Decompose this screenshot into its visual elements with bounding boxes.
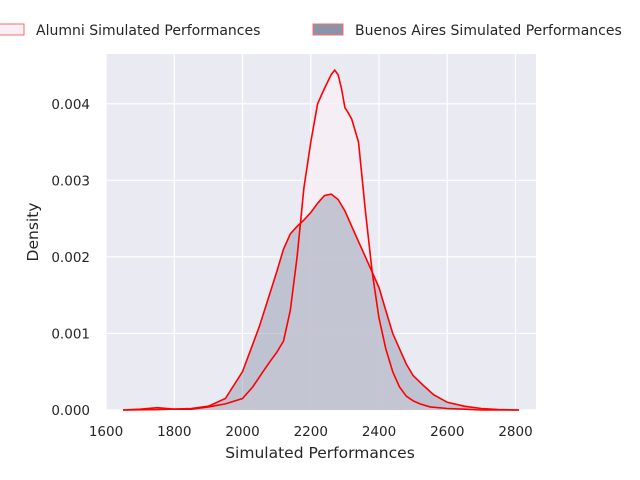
legend-swatch-buenos-aires (312, 23, 344, 36)
density-area-alumni (123, 70, 519, 410)
x-tick-label-4: 2400 (362, 424, 396, 440)
y-tick-label-3: 0.003 (51, 173, 90, 189)
y-tick-label-4: 0.004 (51, 97, 90, 113)
x-axis-title: Simulated Performances (225, 444, 415, 462)
y-tick-label-0: 0.000 (51, 403, 90, 419)
y-axis-ticks: 0.000 0.001 0.002 0.003 0.004 (51, 97, 90, 419)
legend-item-alumni: Alumni Simulated Performances (0, 23, 260, 39)
x-tick-label-3: 2200 (294, 424, 328, 440)
x-tick-label-5: 2600 (430, 424, 464, 440)
density-area-buenos-aires (123, 194, 519, 410)
legend-swatch-alumni (0, 23, 25, 36)
legend: Alumni Simulated Performances Buenos Air… (0, 23, 622, 39)
density-areas (123, 70, 519, 410)
x-tick-label-2: 2000 (225, 424, 259, 440)
x-tick-label-6: 2800 (498, 424, 532, 440)
x-tick-label-1: 1800 (157, 424, 191, 440)
density-line-buenos-aires (123, 193, 519, 411)
density-line-alumni (123, 68, 519, 411)
x-tick-label-0: 1600 (89, 424, 123, 440)
legend-label-buenos-aires: Buenos Aires Simulated Performances (355, 23, 622, 39)
y-tick-label-2: 0.002 (51, 250, 90, 266)
y-tick-label-1: 0.001 (51, 326, 90, 342)
y-axis-title: Density (24, 203, 42, 262)
density-lines (123, 68, 519, 411)
legend-item-buenos-aires: Buenos Aires Simulated Performances (312, 23, 622, 39)
legend-label-alumni: Alumni Simulated Performances (36, 23, 260, 39)
x-axis-ticks: 1600 1800 2000 2200 2400 2600 2800 (89, 424, 533, 440)
